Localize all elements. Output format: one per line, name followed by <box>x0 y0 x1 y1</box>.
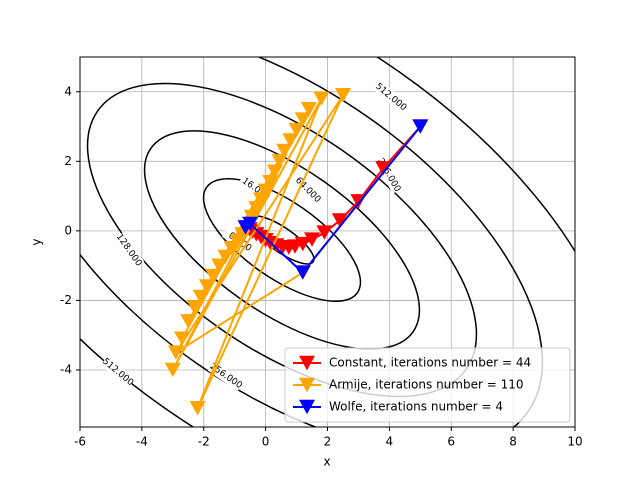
marker <box>412 119 429 134</box>
y-tick-label: 4 <box>64 84 72 98</box>
x-tick-label: 6 <box>447 435 455 449</box>
x-tick-label: 0 <box>262 435 270 449</box>
legend-box <box>284 347 571 423</box>
y-tick-label: -4 <box>60 362 72 376</box>
marker <box>300 101 317 117</box>
marker <box>205 268 222 284</box>
marker <box>217 249 234 265</box>
legend-marker <box>299 355 315 371</box>
marker <box>257 183 274 199</box>
x-tick-label: 8 <box>509 435 517 449</box>
legend-label: Wolfe, iterations number = 4 <box>329 400 503 414</box>
marker <box>271 154 288 169</box>
contour-label-bg <box>373 80 409 114</box>
y-tick-label: 2 <box>64 154 72 168</box>
x-tick-label: -2 <box>198 435 210 449</box>
marker <box>375 161 392 176</box>
marker <box>189 401 206 416</box>
marker <box>266 164 283 179</box>
marker <box>164 362 181 378</box>
x-tick-label: -6 <box>74 435 86 449</box>
legend: Constant, iterations number = 44 Armije, … <box>284 347 571 423</box>
marker <box>282 133 299 148</box>
marker <box>211 258 228 273</box>
marker <box>167 345 184 360</box>
contour-label-bg <box>291 173 325 207</box>
y-tick-label: -2 <box>60 293 72 307</box>
plot-area <box>164 88 429 416</box>
marker <box>294 112 311 127</box>
marker <box>198 279 215 294</box>
x-tick-label: -4 <box>136 435 148 449</box>
y-tick-label: 0 <box>64 223 72 237</box>
x-tick-label: 4 <box>386 435 394 449</box>
marker <box>192 289 209 305</box>
ticks: -6 -4 -2 0 2 4 6 8 10 -4 -2 0 2 4 <box>60 84 583 448</box>
legend-marker <box>299 377 315 393</box>
marker <box>294 265 311 280</box>
marker <box>288 122 305 138</box>
x-tick-label: 10 <box>567 435 582 449</box>
x-axis-label: x <box>323 455 330 469</box>
marker <box>262 174 279 190</box>
contour-label-bg <box>100 355 136 389</box>
marker <box>252 192 269 207</box>
legend-marker <box>299 399 315 415</box>
marker <box>304 232 321 247</box>
legend-label: Armije, iterations number = 110 <box>329 378 523 392</box>
marker <box>223 241 240 256</box>
marker <box>180 314 197 329</box>
marker <box>313 91 330 106</box>
legend-label: Constant, iterations number = 44 <box>329 356 531 370</box>
marker <box>316 225 333 240</box>
marker <box>248 201 265 216</box>
marker <box>174 331 191 346</box>
marker <box>334 88 351 103</box>
marker <box>331 213 348 228</box>
x-tick-label: 2 <box>324 435 332 449</box>
marker <box>237 220 254 235</box>
contour-label-bg <box>113 231 145 269</box>
marker <box>186 300 203 315</box>
marker <box>276 143 293 159</box>
y-axis-label: y <box>30 238 44 245</box>
